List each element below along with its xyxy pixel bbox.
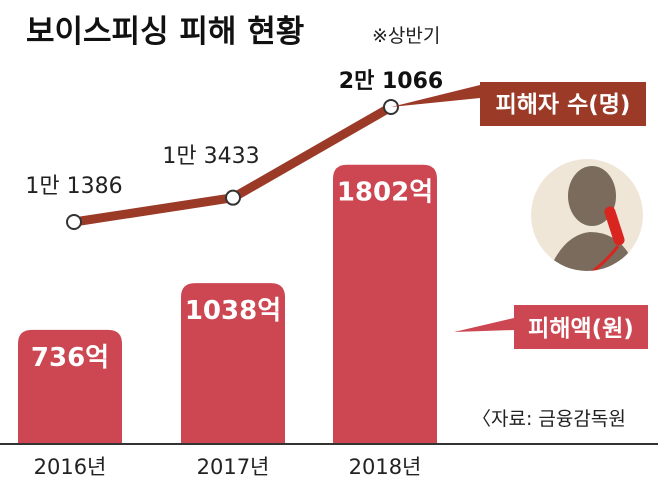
legend-damage: 피해액(원) xyxy=(454,305,648,349)
x-tick-label: 2018년 xyxy=(349,455,422,479)
bar-2016년 xyxy=(18,329,122,444)
legend-victims-box xyxy=(480,82,646,126)
x-tick-label: 2017년 xyxy=(197,455,270,479)
legend-victims-label: 피해자 수(명) xyxy=(496,92,631,118)
legend-damage-pointer xyxy=(454,318,514,332)
bar-series: 736억 1038억 1802억 xyxy=(18,164,437,444)
bar-value-label: 1802억 xyxy=(337,178,433,208)
legend-damage-label: 피해액(원) xyxy=(528,316,634,342)
chart-title: 보이스피싱 피해 현황 xyxy=(26,14,304,50)
chart-note: ※상반기 xyxy=(372,25,440,47)
victims-value-label: 1만 1386 xyxy=(25,174,122,199)
victims-value-label: 1만 3433 xyxy=(162,144,259,169)
victims-point-2016년 xyxy=(66,214,82,230)
x-axis-ticks: 2016년 2017년 2018년 xyxy=(34,455,422,479)
bar-2017년 xyxy=(181,283,285,444)
bar-value-label: 736억 xyxy=(31,343,109,373)
phone-caller-illustration xyxy=(531,159,643,271)
line-series: 1만 1386 1만 3433 2만 1066 xyxy=(25,69,443,230)
victims-point-2017년 xyxy=(225,189,241,206)
bar-value-label: 1038억 xyxy=(185,296,281,326)
source-note: 〈자료: 금융감독원 xyxy=(472,408,626,430)
x-tick-label: 2016년 xyxy=(34,455,107,479)
legend-victims: 피해자 수(명) xyxy=(391,82,646,126)
legend-victims-pointer xyxy=(391,85,480,107)
legend-damage-box xyxy=(514,305,648,349)
bar-2018년 xyxy=(333,164,437,444)
victims-value-label: 2만 1066 xyxy=(339,69,443,94)
